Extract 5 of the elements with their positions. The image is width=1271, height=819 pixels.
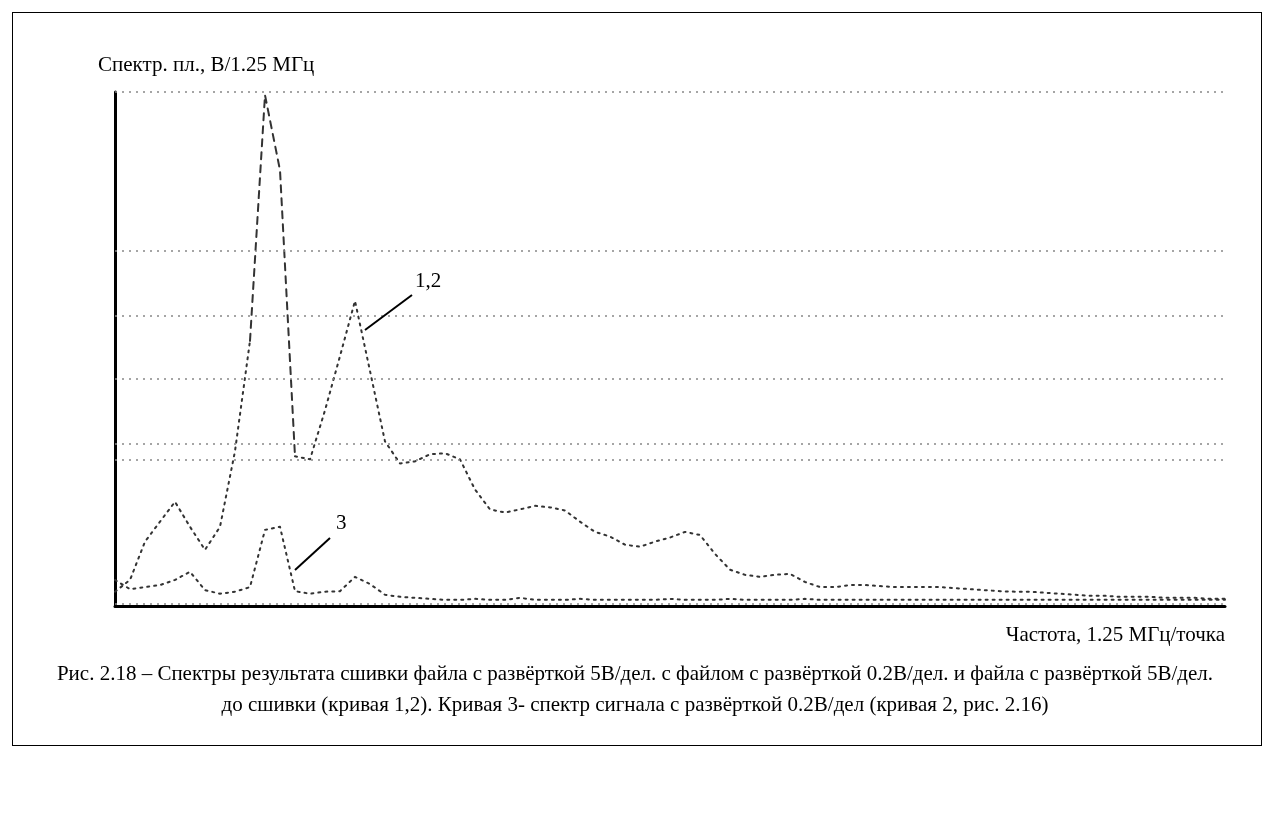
text: Рис. 2.18 – Спектры результата сшивки файла с развёрткой 5В/дел. с файлом с развёрткой 0.2В/дел. и файла с развёрткой 5В/дел. до сшивки (кривая 1,2). Кривая 3- спектр сигнала с развёрткой 0.2В/дел (кривая 2, рис. 2.16) <box>55 660 1215 718</box>
x-axis-title: Частота, 1.25 МГц/точка <box>1005 622 1225 647</box>
y-axis-title: Спектр. пл., В/1.25 МГц <box>98 52 315 77</box>
annotation: 1,2 <box>415 268 442 293</box>
annotation: 3 <box>336 510 347 535</box>
